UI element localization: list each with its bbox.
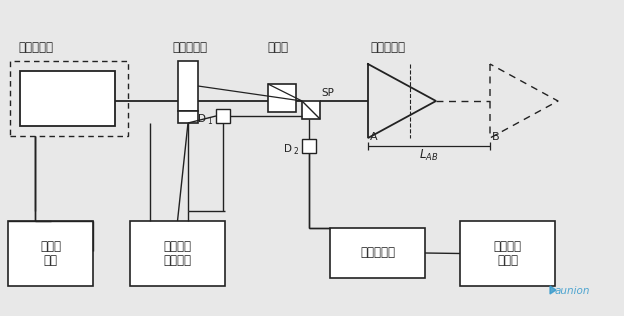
Text: 声光调制器: 声光调制器 <box>172 41 207 54</box>
Polygon shape <box>550 286 556 294</box>
Bar <box>302 101 320 119</box>
Text: aunion: aunion <box>554 286 590 296</box>
Text: 稳频及
温控: 稳频及 温控 <box>40 240 61 268</box>
Bar <box>178 61 198 111</box>
Text: SP: SP <box>321 88 334 98</box>
Text: B: B <box>492 132 500 142</box>
Text: $L_{AB}$: $L_{AB}$ <box>419 148 439 163</box>
Bar <box>460 221 555 286</box>
Bar <box>302 139 316 153</box>
Bar <box>10 61 128 136</box>
Bar <box>8 221 93 286</box>
Text: 信号处理
及显示: 信号处理 及显示 <box>494 240 522 268</box>
Text: 2: 2 <box>293 148 298 156</box>
Bar <box>20 71 115 126</box>
Bar <box>330 228 425 278</box>
Text: 四面体棱镜: 四面体棱镜 <box>370 41 405 54</box>
Text: 混频及比相: 混频及比相 <box>360 246 395 259</box>
Bar <box>216 109 230 123</box>
Bar <box>178 111 198 123</box>
Bar <box>130 221 225 286</box>
Text: 扩束器: 扩束器 <box>267 41 288 54</box>
Text: 声光调制
器驱动器: 声光调制 器驱动器 <box>163 240 192 268</box>
Text: 氮氖激光器: 氮氖激光器 <box>18 41 53 54</box>
Text: A: A <box>370 132 378 142</box>
Text: D: D <box>284 144 292 154</box>
Text: 1: 1 <box>207 118 212 126</box>
Bar <box>268 84 296 112</box>
Text: D: D <box>198 114 206 124</box>
